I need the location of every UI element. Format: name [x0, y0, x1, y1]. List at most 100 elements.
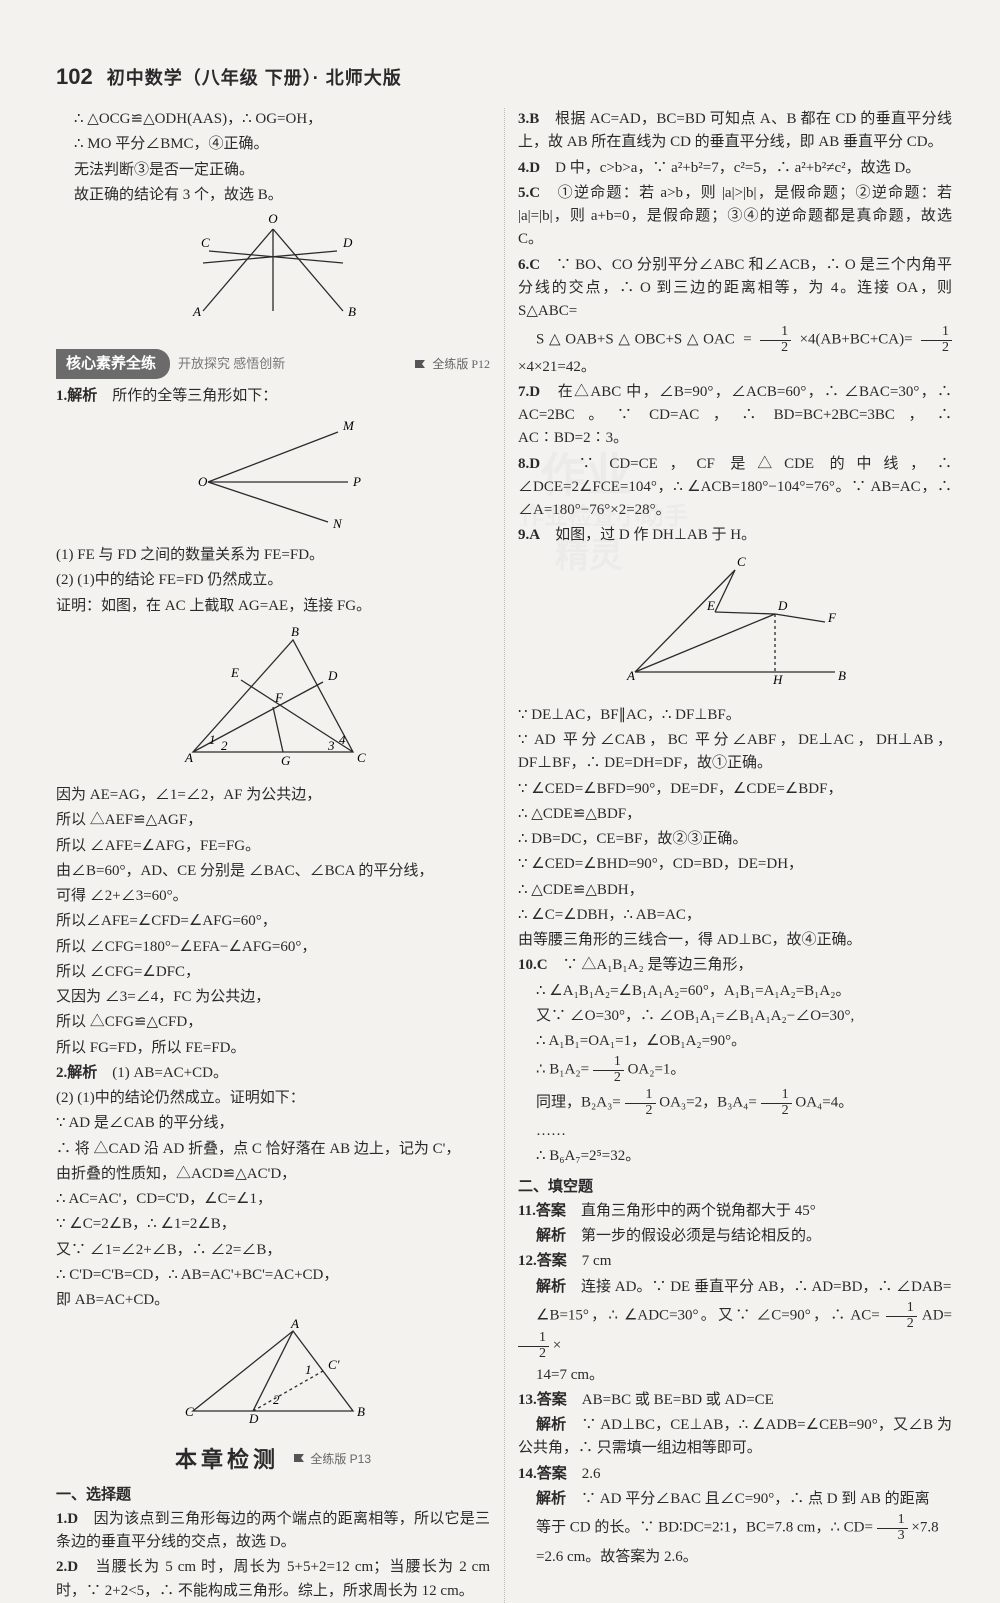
body-text: 由∠B=60°，AD、CE 分别是 ∠BAC、∠BCA 的平分线， [56, 860, 490, 883]
body-text: 即 AB=AC+CD。 [56, 1289, 490, 1312]
answer-line: 7.D 在△ABC 中，∠B=90°，∠ACB=60°，∴ ∠BAC=30°，∴… [518, 381, 952, 451]
answer-line: 5.C ①逆命题：若 a>b，则 |a|>|b|，是假命题；②逆命题：若 |a|… [518, 182, 952, 252]
body-text: ∴ C'D=C'B=CD，∴ AB=AC'+BC'=AC+CD， [56, 1264, 490, 1287]
body-text: ∴ DB=DC，CE=BF，故②③正确。 [518, 828, 952, 851]
answer-line: 6.C ∵ BO、CO 分别平分∠ABC 和∠ACB，∴ O 是三个内角平分线的… [518, 254, 952, 324]
formula-line: S△OAB+S△OBC+S△OAC = 12 ×4(AB+BC+CA)= 12 … [518, 325, 952, 379]
body-text: ∵ ∠CED=∠BHD=90°，CD=BD，DE=DH， [518, 853, 952, 876]
formula-line: ∠B=15°，∴ ∠ADC=30°。又∵ ∠C=90°，∴ AC= 12 AD=… [518, 1301, 952, 1362]
figure-1: O A B C D [56, 211, 490, 339]
figure-label: G [281, 753, 291, 768]
body-text: ∴ ∠A₁B₁A₂=∠B₁A₁A₂=60°，A₁B₁=A₁A₂=B₁A₂。 [518, 980, 952, 1003]
figure-label: C' [328, 1357, 340, 1372]
figure-label: C [737, 554, 746, 569]
figure-label: H [772, 672, 783, 687]
page-title: 初中数学（八年级 下册）· 北师大版 [107, 65, 402, 93]
answer-line: 14.答案 2.6 [518, 1463, 952, 1486]
figure-label: E [230, 665, 239, 680]
body-text: ∴ B₆A₇=2⁵=32。 [518, 1145, 952, 1168]
body-text: 又因为 ∠3=∠4，FC 为公共边， [56, 986, 490, 1009]
answer-line: 2.D 当腰长为 5 cm 时，周长为 5+5+2=12 cm；当腰长为 2 c… [56, 1556, 490, 1603]
figure-label: B [357, 1404, 365, 1419]
heading-sub: 开放探究 感悟创新 [178, 354, 285, 374]
body-text: 所以 ∠AFE=∠AFG，FE=FG。 [56, 835, 490, 858]
figure-label: C [201, 235, 210, 250]
figure-label: D [777, 598, 788, 613]
ref-text: 全练版 P12 [432, 355, 490, 374]
heading-ref: 全练版 P12 [414, 355, 490, 374]
figure-2: O M P N [56, 412, 490, 540]
body-text: 所以 FG=FD，所以 FE=FD。 [56, 1037, 490, 1060]
chapter-heading: 本章检测 全练版 P13 [56, 1443, 490, 1477]
figure-label: C [185, 1404, 194, 1419]
heading-label: 核心素养全练 [56, 349, 170, 378]
answer-line: 10.C ∵ △A₁B₁A₂ 是等边三角形， [518, 954, 952, 977]
subsection-heading: 一、选择题 [56, 1483, 490, 1506]
figure-label: A [192, 304, 201, 319]
answer-line: 8.D ∵ CD=CE，CF 是△CDE 的中线，∴ ∠DCE=2∠FCE=10… [518, 453, 952, 523]
figure-label: D [342, 235, 353, 250]
body-text: ∵ AD 是∠CAB 的平分线， [56, 1112, 490, 1135]
answer-line: 4.D D 中，c>b>a，∵ a²+b²=7，c²=5，∴ a²+b²≠c²，… [518, 157, 952, 180]
body-text: ∵ AD 平分∠CAB，BC 平分∠ABF，DE⊥AC，DH⊥AB，DF⊥BF，… [518, 729, 952, 776]
chapter-label: 本章检测 [175, 1443, 279, 1477]
figure-label: C [357, 750, 366, 765]
figure-4: A B C C' D 1 2 [56, 1316, 490, 1434]
answer-line: 12.答案 7 cm [518, 1250, 952, 1273]
formula-line: 同理，B₂A₃= 12 OA₃=2，B₃A₄= 12 OA₄=4。 [518, 1088, 952, 1118]
figure-label: A [626, 668, 635, 683]
formula-line: ∴ B₁A₂= 12 OA₂=1。 [518, 1055, 952, 1085]
answer-line: 9.A 如图，过 D 作 DH⊥AB 于 H。 [518, 524, 952, 547]
figure-label: O [268, 211, 278, 226]
figure-label: 1 [305, 1362, 312, 1377]
body-text: 所以∠AFE=∠CFD=∠AFG=60°， [56, 910, 490, 933]
body-text: 所以 △AEF≌△AGF， [56, 809, 490, 832]
body-text: ∴ △CDE≌△BDH， [518, 879, 952, 902]
figure-label: N [332, 516, 343, 531]
figure-label: P [352, 474, 361, 489]
figure-label: O [198, 474, 208, 489]
answer-line: 3.B 根据 AC=AD，BC=BD 可知点 A、B 都在 CD 的垂直平分线上… [518, 108, 952, 155]
answer-line: 1.D 因为该点到三角形每边的两个端点的距离相等，所以它是三条边的垂直平分线的交… [56, 1508, 490, 1555]
figure-label: A [184, 750, 193, 765]
body-text: …… [518, 1120, 952, 1143]
body-text: 解析 ∵ AD 平分∠BAC 且∠C=90°，∴ 点 D 到 AB 的距离 [518, 1488, 952, 1511]
figure-5: A B C E D F H [518, 552, 952, 700]
subsection-heading: 二、填空题 [518, 1175, 952, 1198]
body-text: ∵ ∠CED=∠BFD=90°，DE=DF，∠CDE=∠BDF， [518, 778, 952, 801]
figure-label: D [327, 668, 338, 683]
body-text: ∵ ∠C=2∠B，∴ ∠1=2∠B， [56, 1213, 490, 1236]
content-columns: ∴ △OCG≌△ODH(AAS)，∴ OG=OH， ∴ MO 平分∠BMC，④正… [56, 108, 952, 1603]
body-text: ∴ MO 平分∠BMC，④正确。 [56, 133, 490, 156]
body-text: ∴ AC=AC'，CD=C'D，∠C=∠1， [56, 1188, 490, 1211]
figure-label: B [348, 304, 356, 319]
figure-label: 2 [273, 1392, 280, 1407]
page-number: 102 [56, 60, 93, 94]
body-text: 因为 AE=AG，∠1=∠2，AF 为公共边， [56, 784, 490, 807]
body-text: 无法判断③是否一定正确。 [56, 159, 490, 182]
body-text: 又∵ ∠O=30°，∴ ∠OB₁A₁=∠B₁A₁A₂−∠O=30°, [518, 1005, 952, 1028]
figure-label: D [248, 1411, 259, 1426]
body-text: (1) FE 与 FD 之间的数量关系为 FE=FD。 [56, 544, 490, 567]
body-text: (2) (1)中的结论 FE=FD 仍然成立。 [56, 569, 490, 592]
formula-line: 等于 CD 的长。∵ BD∶DC=2∶1，BC=7.8 cm，∴ CD= 13 … [518, 1513, 952, 1543]
flag-icon [414, 359, 428, 369]
figure-label: M [342, 418, 355, 433]
body-text: 证明：如图，在 AC 上截取 AG=AE，连接 FG。 [56, 595, 490, 618]
figure-label: F [274, 690, 284, 705]
body-text: (2) (1)中的结论仍然成立。证明如下： [56, 1087, 490, 1110]
figure-label: 3 [327, 738, 335, 753]
body-text: ∴ △CDE≌△BDF， [518, 803, 952, 826]
figure-label: 2 [221, 738, 228, 753]
answer-line: 13.答案 AB=BC 或 BE=BD 或 AD=CE [518, 1389, 952, 1412]
section-heading-core: 核心素养全练 开放探究 感悟创新 全练版 P12 [56, 349, 490, 378]
chapter-ref: 全练版 P13 [293, 1450, 371, 1469]
body-text: 解析 ∵ AD⊥BC，CE⊥AB，∴ ∠ADB=∠CEB=90°，又∠B 为公共… [518, 1414, 952, 1461]
body-text: 故正确的结论有 3 个，故选 B。 [56, 184, 490, 207]
page-header: 102 初中数学（八年级 下册）· 北师大版 [56, 60, 952, 94]
body-text: ∴ ∠C=∠DBH，∴ AB=AC， [518, 904, 952, 927]
figure-label: A [290, 1316, 299, 1331]
figure-label: B [291, 624, 299, 639]
question-line: 1.解析 所作的全等三角形如下： [56, 385, 490, 408]
figure-label: B [838, 668, 846, 683]
